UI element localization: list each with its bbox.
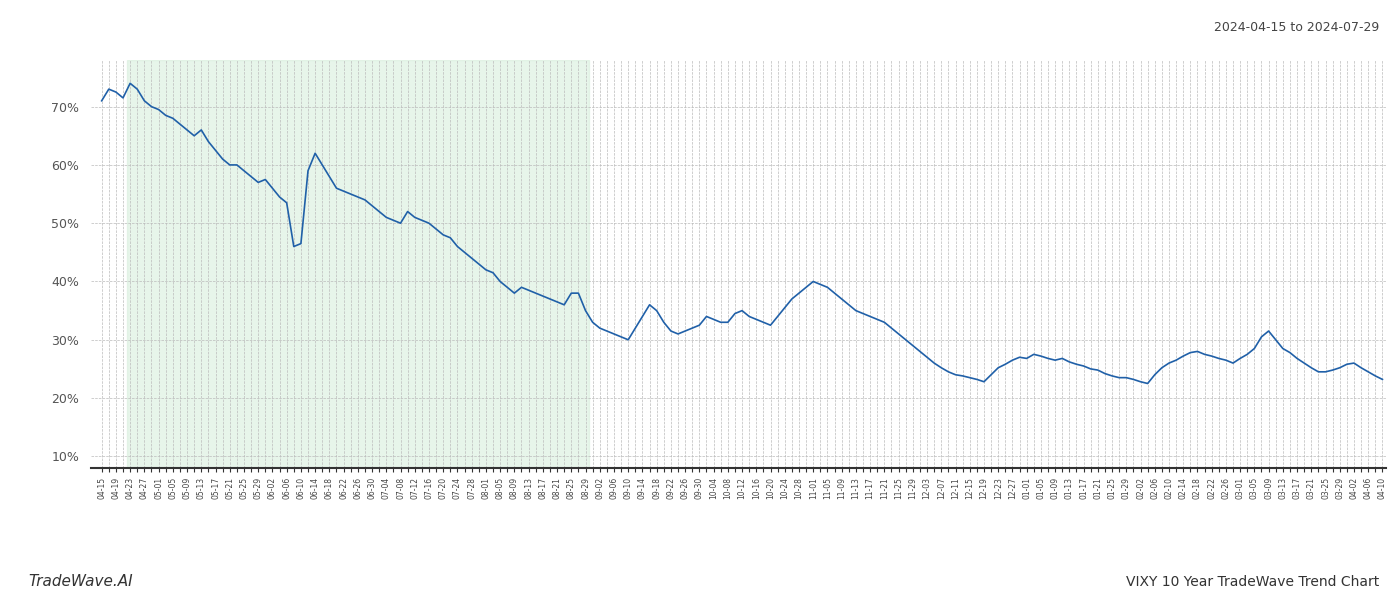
Text: VIXY 10 Year TradeWave Trend Chart: VIXY 10 Year TradeWave Trend Chart bbox=[1126, 575, 1379, 589]
Bar bbox=[126, 60, 589, 468]
Text: TradeWave.AI: TradeWave.AI bbox=[28, 574, 133, 589]
Text: 2024-04-15 to 2024-07-29: 2024-04-15 to 2024-07-29 bbox=[1214, 21, 1379, 34]
